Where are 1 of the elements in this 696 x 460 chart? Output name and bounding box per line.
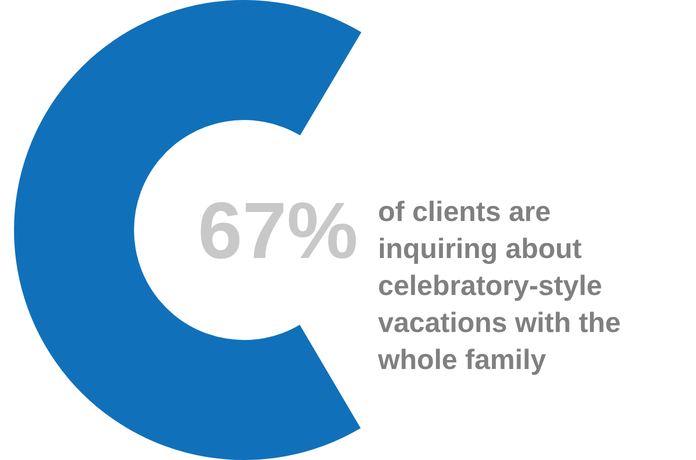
text: of clients are inquiring about celebratory-style vacations with the whole family	[377, 196, 621, 375]
